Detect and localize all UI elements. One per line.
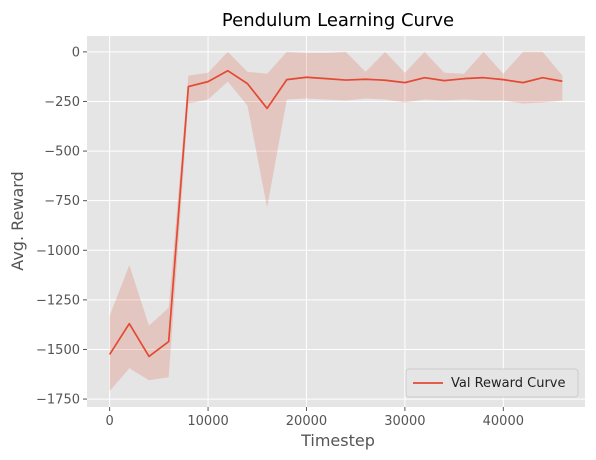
x-axis-ticks: 0 10000 20000 30000 40000 [105,407,523,429]
y-tick-label: 0 [72,45,80,60]
y-axis-label: Avg. Reward [8,171,27,270]
x-tick-label: 40000 [483,414,524,429]
chart-title: Pendulum Learning Curve [222,10,454,31]
y-tick-label: −1250 [36,293,80,308]
y-tick-label: −1000 [36,244,80,259]
x-tick-label: 10000 [187,414,228,429]
y-axis-ticks: 0 −250 −500 −750 −1000 −1250 −1500 −1750 [36,45,87,407]
y-tick-label: −1500 [36,343,80,358]
y-tick-label: −1750 [36,393,80,408]
x-axis-label: Timestep [300,431,375,450]
y-tick-label: −250 [44,95,80,110]
x-tick-label: 30000 [384,414,425,429]
y-tick-label: −750 [44,194,80,209]
legend-entry-label: Val Reward Curve [451,376,566,391]
x-tick-label: 0 [105,414,113,429]
y-tick-label: −500 [44,145,80,160]
legend: Val Reward Curve [406,369,578,397]
x-tick-label: 20000 [286,414,327,429]
